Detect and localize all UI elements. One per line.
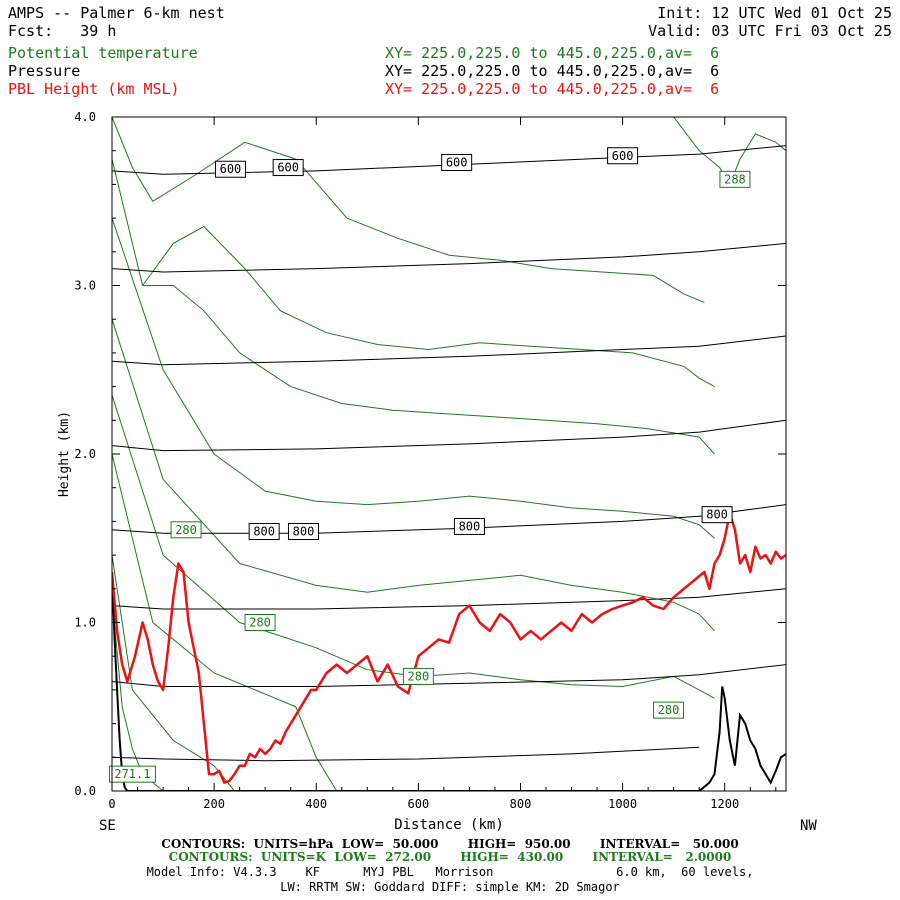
theta-contour-label: 280 (249, 616, 271, 630)
theta-contour-label: 280 (408, 669, 430, 683)
pressure-contour-label: 800 (253, 525, 275, 539)
pbl-height-line (112, 511, 786, 784)
x-tick-label: 1200 (710, 797, 739, 811)
footer-contours-theta: CONTOURS: UNITS=K LOW= 272.00 HIGH= 430.… (168, 850, 732, 864)
y-tick-label: 3.0 (74, 279, 96, 293)
theta-contour-label: 280 (175, 523, 197, 537)
pressure-contour-label: 600 (612, 149, 634, 163)
theta-contour-line (112, 319, 715, 632)
x-axis-label: Distance (km) (394, 817, 504, 833)
forecast-hour: Fcst: 39 h (8, 22, 117, 40)
y-tick-label: 0.0 (74, 784, 96, 798)
pressure-contour-800 (112, 504, 786, 534)
theta-contour-label-box (108, 765, 156, 783)
pressure-contour-label-box (214, 160, 246, 178)
theta-contour-label-box (402, 667, 434, 685)
theta-contour-label-box (719, 170, 751, 188)
axes: 0 200 400 600 800 1000 1200 0.0 1.0 2.0 3.0 4.0 (74, 110, 786, 811)
footer-contours-pressure: CONTOURS: UNITS=hPa LOW= 50.000 HIGH= 95… (161, 837, 739, 851)
field-name-pbl: PBL Height (km MSL) (8, 80, 180, 98)
x-tick-label: 200 (203, 797, 225, 811)
pressure-contour-label: 600 (446, 155, 468, 169)
left-end-label: SE (99, 818, 116, 834)
cross-section-chart: 600 600 600 600 800 800 800 800 280 280 280 280 288 2… (57, 110, 817, 834)
valid-time: Valid: 03 UTC Fri 03 Oct 25 (648, 22, 892, 40)
theta-contour-label-box (170, 521, 202, 539)
theta-contour-label: 271.1 (114, 767, 150, 781)
pressure-contour-label: 800 (293, 525, 315, 539)
theta-contour-line (112, 117, 705, 303)
theta-contour-line (112, 394, 715, 699)
theta-contour-label-box (244, 614, 276, 631)
plot-title: AMPS -- Palmer 6-km nest (8, 4, 225, 22)
y-axis-label: Height (km) (57, 411, 72, 497)
pressure-contour-label-box (287, 523, 319, 541)
pressure-contour-label-box (701, 506, 733, 524)
field-name-pressure: Pressure (8, 62, 81, 80)
x-tick-label: 1000 (608, 797, 637, 811)
theta-contour-line (112, 597, 164, 791)
pressure-contour-650 (112, 242, 786, 273)
theta-contour-line (112, 158, 715, 455)
x-tick-label: 600 (408, 797, 430, 811)
y-tick-label: 4.0 (74, 110, 96, 124)
footer-model-info: Model Info: V4.3.3 KF MYJ PBL Morrison 6… (146, 865, 754, 879)
theta-contours (112, 117, 786, 791)
pressure-contour-label-box (441, 153, 473, 171)
theta-contour-label: 280 (658, 703, 680, 717)
pressure-contour-label: 600 (220, 162, 242, 176)
pressure-contour-750 (112, 419, 786, 452)
footer-physics-info: LW: RRTM SW: Goddard DIFF: simple KM: 2D… (280, 880, 620, 894)
pressure-contour-700 (112, 335, 786, 366)
pressure-contour-label-box (607, 147, 639, 165)
pressure-contour-label: 800 (459, 519, 481, 533)
pressure-contour-900 (112, 664, 786, 687)
theta-contour-line (112, 217, 715, 539)
field-name-theta: Potential temperature (8, 44, 198, 62)
plot-frame (111, 116, 787, 792)
pressure-contour-label-box (248, 523, 280, 541)
theta-contour-label-box (653, 701, 685, 719)
theta-contour-label: 288 (724, 172, 746, 186)
pressure-contour-label: 600 (277, 161, 299, 175)
x-tick-label: 800 (510, 797, 532, 811)
x-tick-label: 400 (305, 797, 327, 811)
pressure-contour-950 (112, 746, 700, 762)
right-end-label: NW (800, 818, 817, 834)
y-tick-label: 2.0 (74, 447, 96, 461)
pressure-contour-label-box (453, 517, 485, 535)
theta-contour-line (112, 453, 338, 791)
field-xy-pressure: XY= 225.0,225.0 to 445.0,225.0,av= 6 (385, 62, 720, 80)
init-time: Init: 12 UTC Wed 01 Oct 25 (657, 4, 892, 22)
field-xy-theta: XY= 225.0,225.0 to 445.0,225.0,av= 6 (385, 44, 720, 62)
pressure-contour-label-box (272, 159, 304, 177)
x-tick-label: 0 (108, 797, 115, 811)
pbl-height (112, 511, 786, 784)
pressure-contour-label: 800 (706, 508, 728, 522)
field-xy-pbl: XY= 225.0,225.0 to 445.0,225.0,av= 6 (385, 80, 720, 98)
theta-contour-line (142, 225, 715, 388)
y-tick-label: 1.0 (74, 616, 96, 630)
contour-labels: 600 600 600 600 800 800 800 800 280 280 280 280 288 2… (108, 147, 751, 783)
